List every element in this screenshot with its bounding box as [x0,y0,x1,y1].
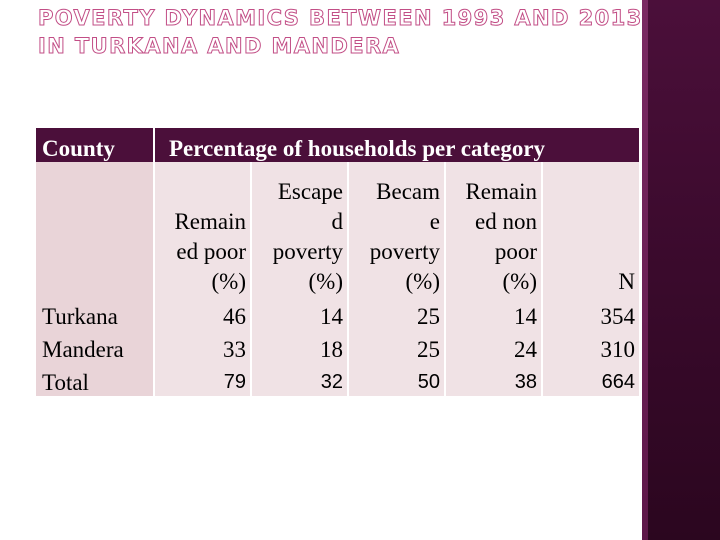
cell-n: 664 [541,363,639,396]
cell-remained-poor: 79 [153,363,250,396]
decorative-sidebar [642,0,720,540]
subheader-text: ed non [475,209,537,234]
table-row-total: Total 79 32 50 38 664 [36,363,639,396]
subheader-text: Escape [277,179,343,204]
row-county: Turkana [36,297,153,330]
table-header-row: County Percentage of households per cate… [36,128,639,162]
cell-remained-nonpoor: 24 [444,330,541,363]
header-county: County [36,128,153,162]
cell-became: 25 [347,330,444,363]
table-row: Turkana 46 14 25 14 354 [36,297,639,330]
subheader-text: ed poor [176,239,246,264]
subheader-text: Remain [465,179,537,204]
cell-escaped: 32 [250,363,347,396]
subheader-escaped-poverty: Escape d poverty (%) [250,162,347,297]
slide-title-line-1: POVERTY DYNAMICS BETWEEN 1993 AND 2013 [38,6,643,31]
subheader-text: e [429,209,440,234]
subheader-remained-poor: Remain ed poor (%) [153,162,250,297]
table-subheader-row: Remain ed poor (%) Escape d poverty (%) … [36,162,639,297]
cell-remained-nonpoor: 14 [444,297,541,330]
subheader-text: poor [494,239,537,264]
subheader-text: d [331,209,344,234]
subheader-became-poor: Becam e poverty (%) [347,162,444,297]
row-county: Mandera [36,330,153,363]
cell-escaped: 18 [250,330,347,363]
subheader-text: (%) [405,269,440,294]
cell-n: 354 [541,297,639,330]
cell-remained-nonpoor: 38 [444,363,541,396]
slide-title-line-2: IN TURKANA AND MANDERA [38,34,401,59]
header-percentage-span: Percentage of households per category [153,128,639,162]
table-row: Mandera 33 18 25 24 310 [36,330,639,363]
subheader-text: Remain [174,209,246,234]
subheader-text: (%) [308,269,343,294]
slide-title: POVERTY DYNAMICS BETWEEN 1993 AND 2013 I… [38,4,643,60]
cell-became: 50 [347,363,444,396]
subheader-text: poverty [272,239,343,264]
subheader-empty-cell [36,162,153,297]
subheader-text: Becam [376,179,440,204]
row-county: Total [36,363,153,396]
poverty-dynamics-table: County Percentage of households per cate… [36,128,639,396]
cell-became: 25 [347,297,444,330]
cell-n: 310 [541,330,639,363]
cell-remained-poor: 33 [153,330,250,363]
sidebar-stripe [642,0,648,540]
subheader-remained-nonpoor: Remain ed non poor (%) [444,162,541,297]
cell-escaped: 14 [250,297,347,330]
subheader-text: (%) [211,269,246,294]
subheader-text: (%) [502,269,537,294]
cell-remained-poor: 46 [153,297,250,330]
subheader-text: poverty [369,239,440,264]
subheader-n: N [541,162,639,297]
